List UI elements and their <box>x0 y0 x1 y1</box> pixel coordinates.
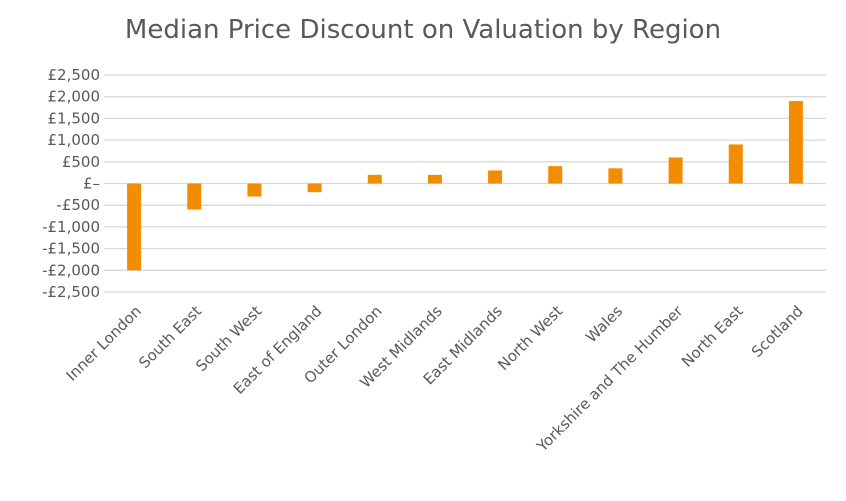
bar <box>548 166 563 184</box>
bar <box>367 174 382 184</box>
x-tick-label: North East <box>678 302 747 371</box>
bar <box>127 183 142 271</box>
x-tick-label: Scotland <box>748 302 807 361</box>
bar <box>668 157 683 184</box>
y-tick-label: -£2,500 <box>42 283 100 301</box>
x-tick-label: North West <box>494 302 566 374</box>
y-tick-label: £1,500 <box>48 109 101 127</box>
bar <box>187 183 202 210</box>
bar <box>247 183 262 197</box>
y-tick-label: -£2,000 <box>42 261 100 279</box>
y-tick-label: £– <box>83 175 100 193</box>
bar <box>488 170 503 184</box>
y-tick-label: -£1,500 <box>42 240 100 258</box>
y-tick-label: -£500 <box>56 196 100 214</box>
chart-title: Median Price Discount on Valuation by Re… <box>125 15 721 45</box>
bar <box>427 174 442 184</box>
bar <box>788 101 803 184</box>
y-tick-label: £2,500 <box>48 66 101 84</box>
y-tick-label: £500 <box>62 153 100 171</box>
bar <box>307 183 322 193</box>
y-tick-label: £2,000 <box>48 88 101 106</box>
bar <box>728 144 743 184</box>
bar <box>608 168 623 184</box>
y-tick-label: £1,000 <box>48 131 101 149</box>
x-tick-label: Inner London <box>62 302 144 384</box>
x-tick-label: Wales <box>582 302 626 346</box>
y-tick-label: -£1,000 <box>42 218 100 236</box>
